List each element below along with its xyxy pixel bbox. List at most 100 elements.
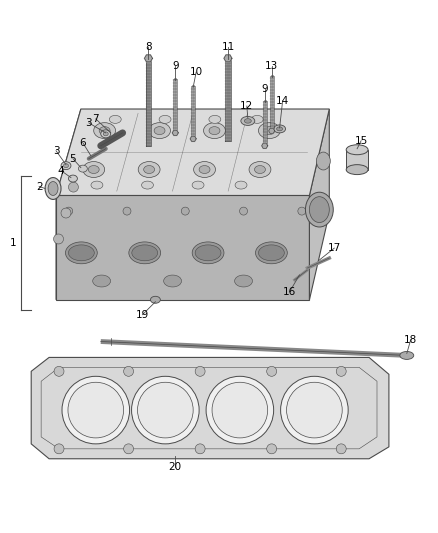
Ellipse shape xyxy=(258,245,284,261)
Circle shape xyxy=(336,366,346,376)
Ellipse shape xyxy=(64,164,68,168)
Ellipse shape xyxy=(65,242,97,264)
Circle shape xyxy=(123,207,131,215)
Ellipse shape xyxy=(45,177,61,199)
Ellipse shape xyxy=(141,181,153,189)
Text: 2: 2 xyxy=(36,182,42,191)
Ellipse shape xyxy=(103,132,108,136)
Ellipse shape xyxy=(244,119,251,123)
Circle shape xyxy=(181,207,189,215)
Ellipse shape xyxy=(400,351,414,359)
Polygon shape xyxy=(190,136,196,141)
Text: 19: 19 xyxy=(136,310,149,320)
Ellipse shape xyxy=(91,181,103,189)
Text: 11: 11 xyxy=(221,43,235,52)
Text: 15: 15 xyxy=(354,136,368,146)
Ellipse shape xyxy=(235,181,247,189)
Ellipse shape xyxy=(148,123,170,139)
Ellipse shape xyxy=(101,130,111,138)
Ellipse shape xyxy=(286,382,342,438)
Text: 1: 1 xyxy=(10,238,17,248)
Text: 13: 13 xyxy=(265,61,278,71)
Ellipse shape xyxy=(164,275,181,287)
Ellipse shape xyxy=(154,127,165,135)
Ellipse shape xyxy=(241,116,255,125)
Text: 3: 3 xyxy=(85,118,92,128)
Ellipse shape xyxy=(204,123,226,139)
Text: 12: 12 xyxy=(240,101,254,111)
Circle shape xyxy=(195,366,205,376)
Ellipse shape xyxy=(68,382,124,438)
Text: 18: 18 xyxy=(404,335,417,344)
Ellipse shape xyxy=(255,242,287,264)
Ellipse shape xyxy=(264,127,275,135)
Circle shape xyxy=(54,444,64,454)
Ellipse shape xyxy=(83,161,105,177)
Circle shape xyxy=(267,444,277,454)
Text: 20: 20 xyxy=(169,462,182,472)
Ellipse shape xyxy=(138,161,160,177)
Ellipse shape xyxy=(62,376,130,444)
Text: 14: 14 xyxy=(276,96,289,106)
Ellipse shape xyxy=(192,242,224,264)
Ellipse shape xyxy=(150,296,160,303)
Ellipse shape xyxy=(206,376,274,444)
Ellipse shape xyxy=(209,116,221,123)
Ellipse shape xyxy=(68,245,94,261)
Circle shape xyxy=(53,234,64,244)
Polygon shape xyxy=(145,55,152,62)
Circle shape xyxy=(124,444,134,454)
Ellipse shape xyxy=(249,161,271,177)
Ellipse shape xyxy=(138,382,193,438)
Text: 4: 4 xyxy=(58,166,64,175)
Circle shape xyxy=(298,207,306,215)
Text: 9: 9 xyxy=(172,61,179,71)
Ellipse shape xyxy=(132,245,158,261)
Ellipse shape xyxy=(277,127,283,131)
Ellipse shape xyxy=(212,382,268,438)
Ellipse shape xyxy=(251,116,263,123)
Polygon shape xyxy=(262,143,268,148)
Ellipse shape xyxy=(129,242,161,264)
Ellipse shape xyxy=(78,165,87,172)
Polygon shape xyxy=(41,367,377,449)
Text: 5: 5 xyxy=(70,154,76,164)
Ellipse shape xyxy=(194,161,215,177)
Text: 16: 16 xyxy=(283,287,296,297)
Circle shape xyxy=(54,366,64,376)
Text: 3: 3 xyxy=(53,146,60,156)
Polygon shape xyxy=(309,109,329,300)
Ellipse shape xyxy=(316,152,330,170)
Text: 7: 7 xyxy=(92,114,99,124)
Polygon shape xyxy=(268,128,275,133)
Ellipse shape xyxy=(94,123,116,139)
Ellipse shape xyxy=(88,166,99,174)
Ellipse shape xyxy=(305,192,333,227)
Text: 8: 8 xyxy=(145,43,152,52)
Polygon shape xyxy=(346,150,368,169)
Ellipse shape xyxy=(48,182,58,196)
Ellipse shape xyxy=(159,116,171,123)
Ellipse shape xyxy=(61,161,71,169)
Polygon shape xyxy=(56,109,329,196)
Polygon shape xyxy=(56,109,81,300)
Ellipse shape xyxy=(68,175,78,182)
Text: 9: 9 xyxy=(261,84,268,94)
Ellipse shape xyxy=(209,127,220,135)
Text: 6: 6 xyxy=(80,138,86,148)
Ellipse shape xyxy=(258,123,280,139)
Polygon shape xyxy=(56,196,309,300)
Ellipse shape xyxy=(131,376,199,444)
Circle shape xyxy=(195,444,205,454)
Text: 10: 10 xyxy=(190,67,203,77)
Ellipse shape xyxy=(235,275,252,287)
Circle shape xyxy=(61,208,71,218)
Ellipse shape xyxy=(192,181,204,189)
Circle shape xyxy=(124,366,134,376)
Circle shape xyxy=(68,182,78,192)
Ellipse shape xyxy=(93,275,110,287)
Circle shape xyxy=(240,207,247,215)
Ellipse shape xyxy=(281,376,348,444)
Text: 17: 17 xyxy=(328,243,341,253)
Ellipse shape xyxy=(309,197,329,223)
